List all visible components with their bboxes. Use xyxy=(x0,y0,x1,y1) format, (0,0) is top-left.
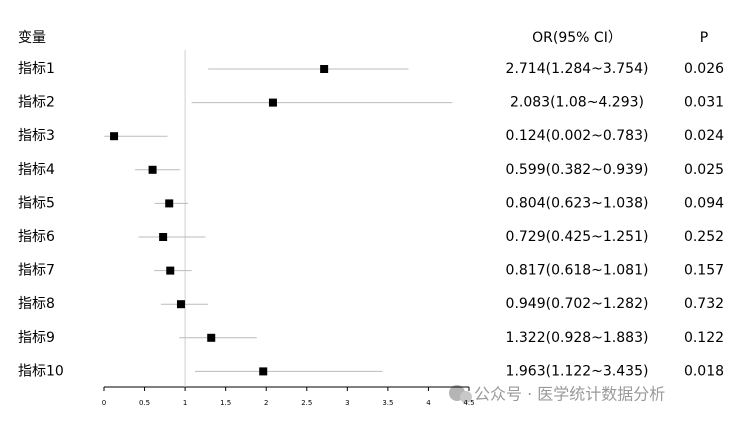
or-ci-label: 0.817(0.618~1.081) xyxy=(506,263,649,279)
or-point xyxy=(165,199,174,208)
variable-label: 指标10 xyxy=(18,363,64,379)
variable-header: 变量 xyxy=(18,30,46,46)
or-point xyxy=(320,65,329,73)
variable-label: 指标3 xyxy=(18,128,55,144)
p-value: 0.026 xyxy=(684,61,724,77)
p-value: 0.025 xyxy=(684,162,724,178)
or-ci-label: 0.599(0.382~0.939) xyxy=(506,162,649,178)
or-ci-label: 1.963(1.122~3.435) xyxy=(506,363,649,379)
variable-label: 指标8 xyxy=(18,296,55,312)
x-tick-label: 2 xyxy=(264,399,268,407)
ci-header: OR(95% CI） xyxy=(532,30,622,46)
p-value: 0.024 xyxy=(684,128,724,144)
p-header: P xyxy=(700,30,708,46)
p-value: 0.252 xyxy=(684,229,724,245)
variable-label: 指标1 xyxy=(18,61,55,77)
x-tick-label: 0.5 xyxy=(139,399,150,407)
x-tick-label: 4.5 xyxy=(463,399,474,407)
p-value: 0.122 xyxy=(684,330,724,346)
or-point xyxy=(159,233,168,241)
variable-label: 指标7 xyxy=(18,263,55,279)
or-point xyxy=(166,266,175,275)
or-point xyxy=(259,367,268,376)
or-ci-label: 0.949(0.702~1.282) xyxy=(506,296,649,312)
x-tick-label: 3.5 xyxy=(382,399,393,407)
or-ci-label: 2.083(1.08~4.293) xyxy=(510,95,644,111)
x-tick-label: 2.5 xyxy=(301,399,312,407)
or-ci-label: 0.729(0.425~1.251) xyxy=(506,229,649,245)
or-point xyxy=(268,98,277,107)
variable-label: 指标4 xyxy=(18,162,55,178)
x-tick-label: 3 xyxy=(345,399,349,407)
or-ci-label: 1.322(0.928~1.883) xyxy=(506,330,649,346)
variable-label: 指标5 xyxy=(18,195,55,211)
p-value: 0.732 xyxy=(684,296,724,312)
p-value: 0.157 xyxy=(684,263,724,279)
or-point xyxy=(207,333,216,342)
p-value: 0.031 xyxy=(684,95,724,111)
p-value: 0.018 xyxy=(684,363,724,379)
p-value: 0.094 xyxy=(684,195,724,211)
or-point xyxy=(110,132,119,141)
or-point xyxy=(148,165,157,174)
or-ci-label: 0.124(0.002~0.783) xyxy=(506,128,649,144)
or-ci-label: 2.714(1.284~3.754) xyxy=(506,61,649,77)
watermark: 公众号 · 医学统计数据分析 xyxy=(474,385,665,404)
or-point xyxy=(176,300,185,309)
x-tick-label: 0 xyxy=(102,399,106,407)
x-tick-label: 1 xyxy=(183,399,187,407)
x-tick-label: 1.5 xyxy=(220,399,231,407)
x-tick-label: 4 xyxy=(426,399,431,407)
watermark-icon xyxy=(449,385,472,403)
variable-label: 指标6 xyxy=(18,229,55,245)
variable-label: 指标9 xyxy=(18,330,55,346)
variable-label: 指标2 xyxy=(18,95,55,111)
or-ci-label: 0.804(0.623~1.038) xyxy=(506,195,649,211)
